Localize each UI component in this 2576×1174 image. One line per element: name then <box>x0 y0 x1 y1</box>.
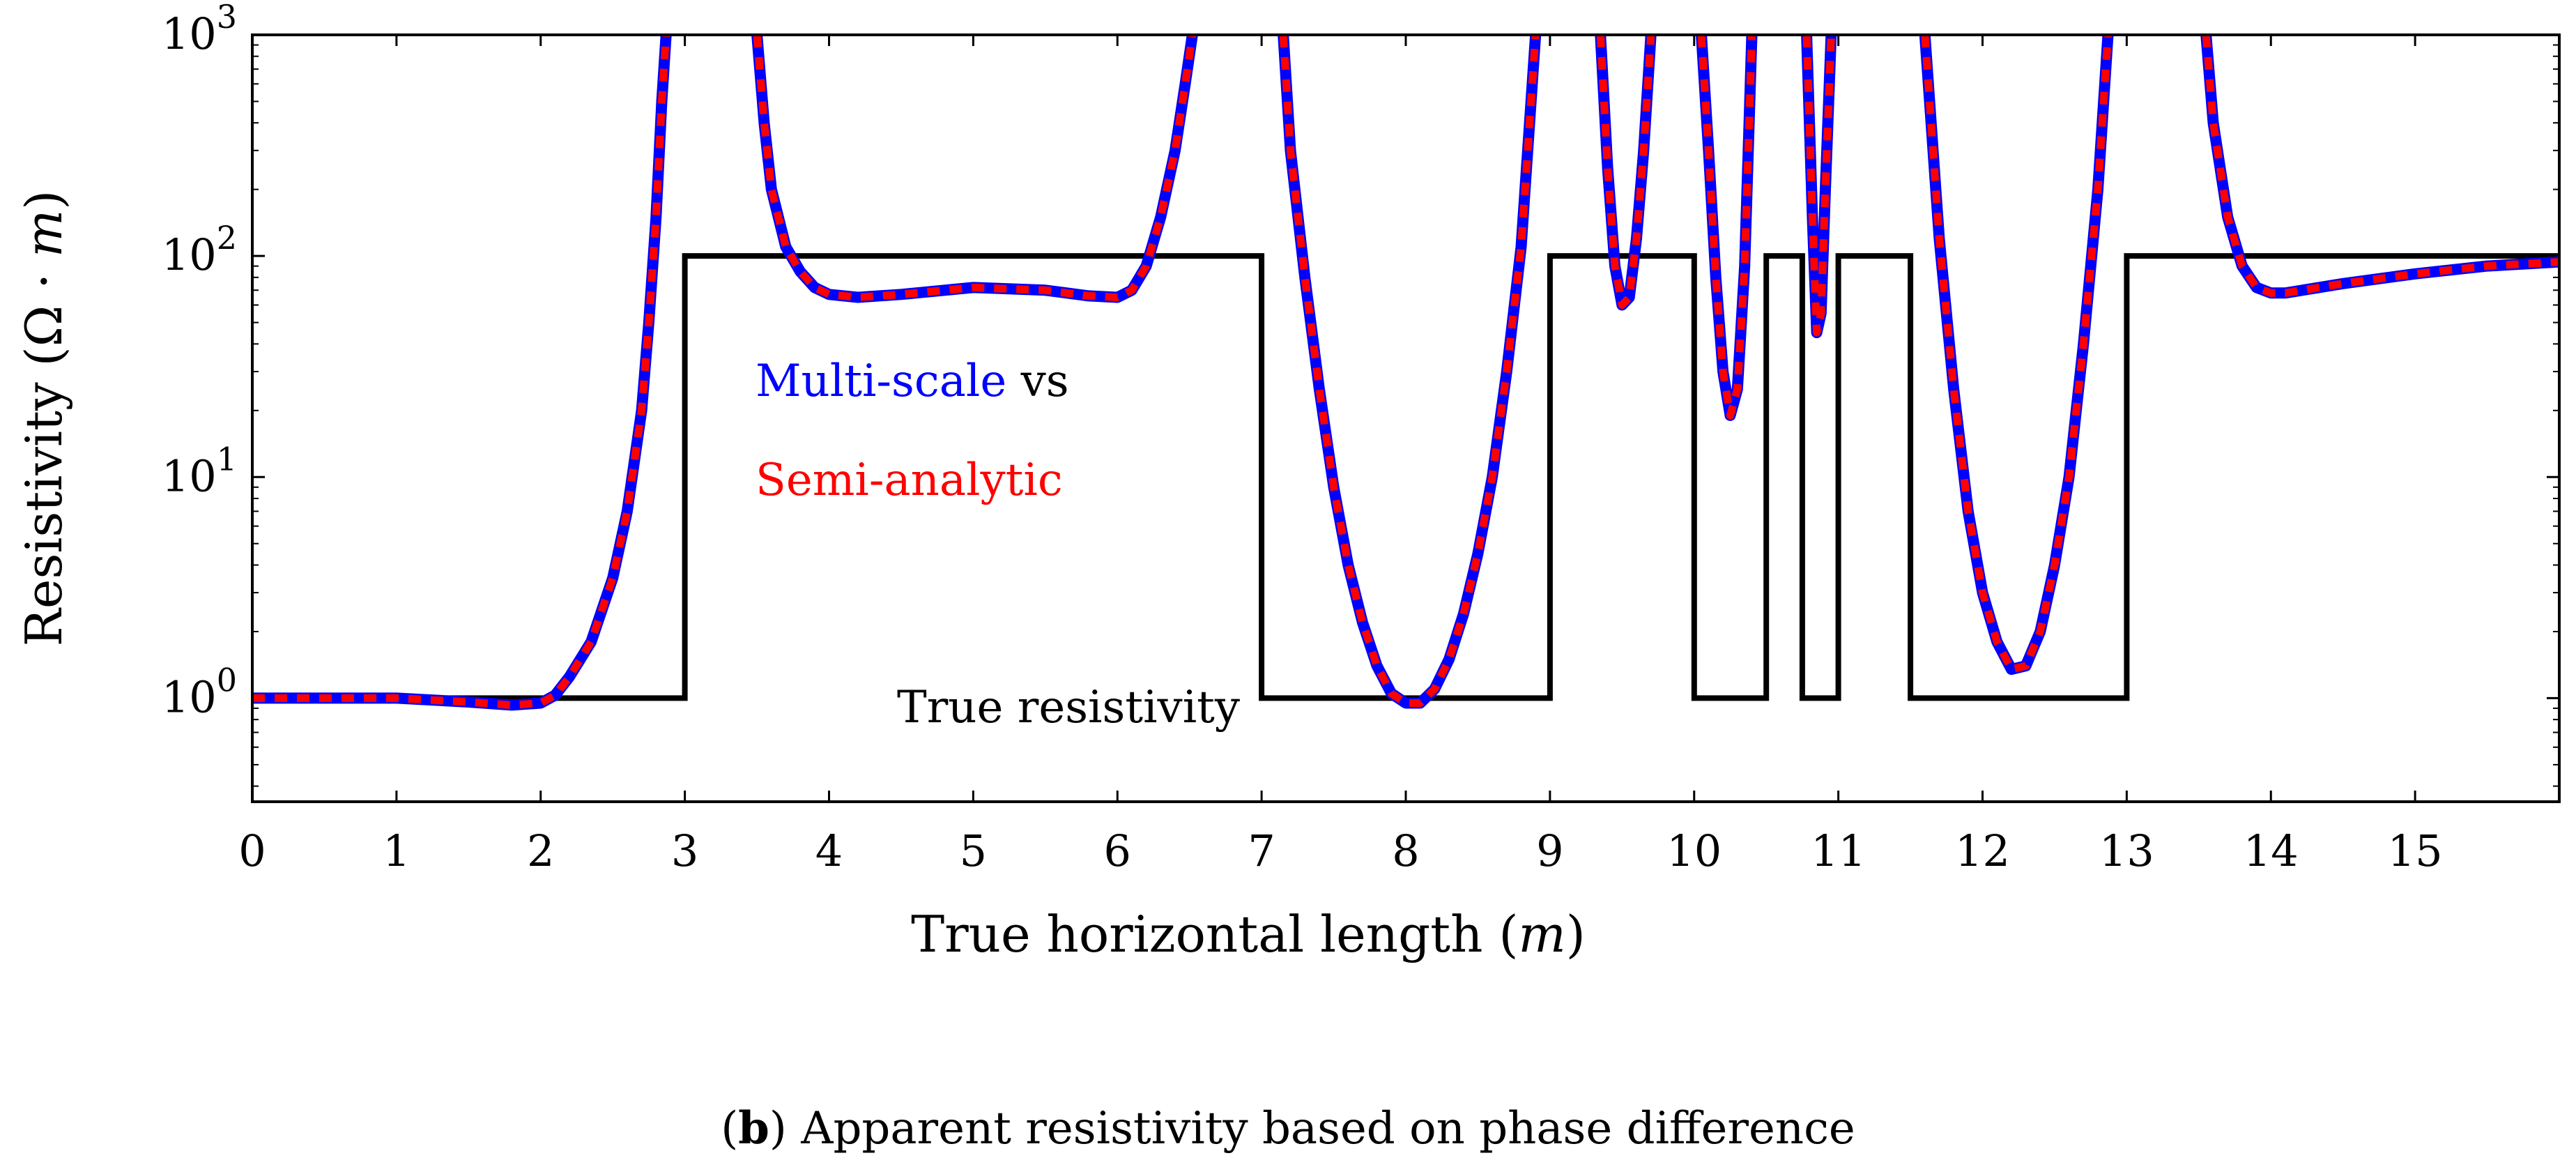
semi-analytic-label: Semi-analytic <box>756 455 1063 506</box>
caption-label: b <box>738 1102 769 1154</box>
x-tick-label: 10 <box>1666 825 1722 876</box>
y-tick-label: 100 <box>162 661 237 722</box>
x-tick-label: 2 <box>527 825 554 876</box>
y-tick-label: 101 <box>162 440 237 501</box>
series-multi-scale <box>1278 35 1542 709</box>
series-semi-analytic <box>252 35 670 709</box>
series-semi-analytic <box>2202 35 2559 297</box>
x-tick-label: 8 <box>1392 825 1419 876</box>
x-tick-label: 13 <box>2099 825 2154 876</box>
true-resistivity-label: True resistivity <box>897 682 1240 733</box>
x-tick-label: 12 <box>1955 825 2010 876</box>
x-tick-label: 6 <box>1104 825 1131 876</box>
annotations: True resistivity Multi-scale vs Semi-ana… <box>756 356 1240 733</box>
y-tick-base: 10 <box>162 450 217 501</box>
y-tick-base: 10 <box>162 229 217 280</box>
series-true-resistivity <box>252 253 2559 701</box>
x-axis-title-unit: m <box>1518 905 1565 963</box>
series-semi-analytic <box>1921 35 2112 673</box>
y-axis-title-prefix: Resistivity (Ω · <box>15 257 73 646</box>
x-tick-label: 15 <box>2388 825 2443 876</box>
x-tick-label: 7 <box>1248 825 1275 876</box>
multi-scale-label: Multi-scale <box>756 356 1006 407</box>
series-semi-analytic <box>753 35 1197 301</box>
x-tick-label: 4 <box>815 825 843 876</box>
vs-label: vs <box>1006 356 1068 407</box>
y-tick-base: 10 <box>162 671 217 722</box>
x-tick-label: 3 <box>671 825 698 876</box>
y-tick-exponent: 3 <box>217 0 237 36</box>
x-tick-label: 0 <box>238 825 266 876</box>
legend-line-1: Multi-scale vs <box>756 356 1069 407</box>
y-tick-base: 10 <box>162 8 217 59</box>
x-axis-title-suffix: ) <box>1566 905 1586 963</box>
x-tick-label: 1 <box>383 825 410 876</box>
series-multi-scale <box>1801 35 1837 339</box>
y-axis-title: Resistivity (Ω · m) <box>15 190 73 647</box>
x-axis-title-prefix: True horizontal length ( <box>911 905 1518 963</box>
series-layer <box>252 35 2559 711</box>
x-tick-label: 5 <box>960 825 987 876</box>
x-axis-title: True horizontal length (m) <box>911 905 1586 963</box>
y-tick-label: 103 <box>162 0 237 59</box>
y-tick-exponent: 2 <box>217 219 237 257</box>
plot-frame <box>251 33 2561 803</box>
x-tick-label: 14 <box>2244 825 2299 876</box>
y-tick-exponent: 1 <box>217 440 237 478</box>
caption-text: ) Apparent resistivity based on phase di… <box>769 1103 1855 1154</box>
y-axis-title-suffix: ) <box>15 190 73 210</box>
caption-open-paren: ( <box>721 1103 738 1154</box>
series-semi-analytic <box>1697 35 1756 420</box>
series-semi-analytic <box>1279 35 1540 707</box>
series-multi-scale <box>1696 35 1758 421</box>
y-axis-title-unit: m <box>15 210 73 257</box>
y-tick-exponent: 0 <box>217 661 237 699</box>
x-tick-label: 11 <box>1811 825 1866 876</box>
y-tick-label: 102 <box>162 219 237 280</box>
series-semi-analytic <box>1596 35 1655 309</box>
x-axis-ticks: 0 1 2 3 4 5 6 7 8 9 10 11 12 13 14 15 <box>238 35 2443 876</box>
figure-caption: (b) Apparent resistivity based on phase … <box>721 1102 1855 1154</box>
x-tick-label: 9 <box>1536 825 1563 876</box>
